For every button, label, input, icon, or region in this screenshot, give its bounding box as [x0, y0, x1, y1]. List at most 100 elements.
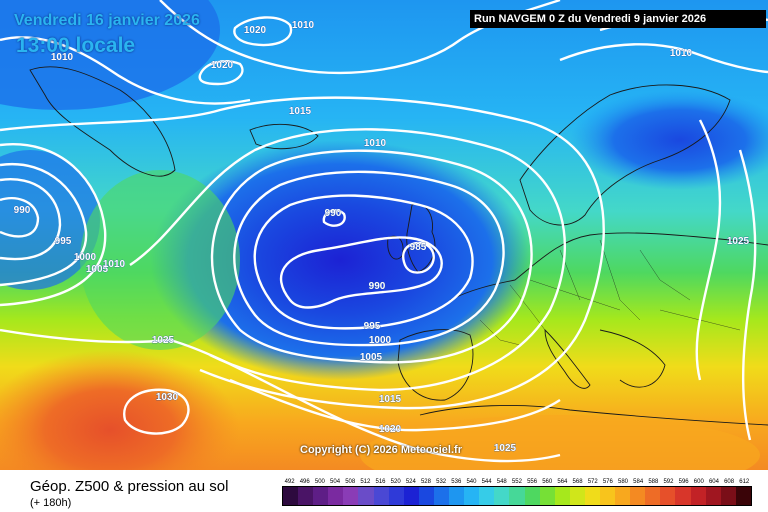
scale-swatch [675, 487, 691, 505]
scale-label: 576 [602, 479, 613, 485]
isobar-label: 1025 [727, 236, 750, 247]
scale-swatch [584, 487, 600, 505]
border-line [639, 249, 691, 301]
isobar-label: 1030 [156, 392, 179, 403]
copyright-notice: Copyright (C) 2026 Meteociel.fr [300, 444, 462, 456]
balkans-coast [599, 329, 666, 388]
isobar-label: 1010 [364, 138, 387, 149]
isobar-label: 1020 [244, 25, 267, 36]
model-run-label: Run NAVGEM 0 Z du Vendredi 9 janvier 202… [470, 10, 766, 28]
iceland-coast [249, 123, 319, 150]
isobar-1010 [129, 128, 567, 392]
geopotential-low-west [0, 150, 100, 290]
isobar-1020-greenland-south [198, 60, 244, 86]
isobar-label: 990 [369, 281, 386, 292]
geopotential-warm-south [360, 415, 760, 470]
isobar-label: 1010 [103, 259, 126, 270]
isobar-label: 995 [364, 321, 381, 332]
isobar-label: 1000 [74, 252, 97, 263]
scale-label: 524 [405, 479, 416, 485]
scale-label: 592 [663, 479, 674, 485]
isobar-1000-west [0, 162, 88, 287]
scale-label: 516 [375, 479, 386, 485]
geopotential-high-azores [0, 350, 240, 470]
scale-swatch [479, 487, 495, 505]
scale-label: 500 [314, 479, 325, 485]
scale-swatch [283, 487, 299, 505]
scale-swatch [615, 487, 631, 505]
isobar-label: 1015 [379, 394, 402, 405]
scale-label: 496 [299, 479, 310, 485]
scale-label: 508 [345, 479, 356, 485]
geopotential-north-trough [0, 0, 220, 110]
isobar-label: 1025 [494, 443, 517, 454]
isobar-label: 985 [410, 242, 427, 253]
scale-label: 596 [678, 479, 689, 485]
scale-swatch [630, 487, 646, 505]
isobar-labels: 1010 1020 1020 1010 1010 1015 1010 990 995 990 985… [13, 20, 750, 455]
isobar-label: 1010 [51, 52, 74, 63]
isobar-1015 [0, 96, 605, 410]
color-scale-bar [282, 486, 752, 506]
forecast-time: 13:00 locale [16, 34, 136, 57]
scale-swatch [509, 487, 525, 505]
scale-swatch [418, 487, 434, 505]
scale-swatch [660, 487, 676, 505]
border-line [529, 279, 621, 311]
isobar-1005-west [0, 143, 107, 307]
scale-label: 552 [511, 479, 522, 485]
scale-swatch [388, 487, 404, 505]
isobar-label: 1020 [211, 60, 234, 71]
scale-label: 544 [481, 479, 492, 485]
isobar-label: 995 [55, 236, 72, 247]
isobar-1030 [123, 388, 190, 435]
isobar-990-center [322, 209, 346, 227]
scale-label: 608 [724, 479, 735, 485]
border-line [479, 319, 521, 346]
scale-swatch [358, 487, 374, 505]
scale-swatch [599, 487, 616, 505]
isobar-1010-ne [559, 43, 768, 74]
scale-swatch [539, 487, 555, 505]
scale-label: 612 [739, 479, 750, 485]
scale-swatch [494, 487, 510, 505]
scale-label: 540 [466, 479, 477, 485]
color-scale-labels: 492 496 500 504 508 512 516 520 524 528 532 536 540 5… [282, 478, 752, 486]
color-scale: 492 496 500 504 508 512 516 520 524 528 532 536 540 5… [282, 478, 752, 506]
isobar-label: 1005 [360, 352, 383, 363]
scale-swatch [403, 487, 419, 505]
forecast-date: Vendredi 16 janvier 2026 [14, 12, 200, 29]
north-africa-coast [419, 404, 768, 426]
isobar-1020-east [695, 119, 722, 381]
scandinavia-coast [519, 84, 731, 226]
isobar-label: 1025 [152, 335, 175, 346]
scale-label: 548 [496, 479, 507, 485]
isobar-995 [253, 194, 474, 330]
scale-label: 560 [542, 479, 553, 485]
scale-swatch [524, 487, 540, 505]
scale-swatch [645, 487, 661, 505]
isobar-label: 1020 [379, 424, 402, 435]
isobar-1005 [210, 149, 533, 364]
scale-label: 600 [693, 479, 704, 485]
scale-label: 556 [527, 479, 538, 485]
isobar-label: 1000 [369, 335, 392, 346]
isobar-label: 1015 [289, 106, 312, 117]
geopotential-low-atlantic [150, 140, 530, 380]
scale-swatch [554, 487, 570, 505]
scale-label: 564 [557, 479, 568, 485]
scale-label: 604 [708, 479, 719, 485]
scale-swatch [569, 487, 585, 505]
scale-swatch [720, 487, 736, 505]
scale-swatch [690, 487, 706, 505]
geopotential-low-scandinavia [570, 90, 768, 190]
iberia-coast [397, 329, 474, 401]
isobar-label: 1005 [86, 264, 109, 275]
legend-title: Géop. Z500 & pression au sol [30, 478, 229, 495]
isobar-1025-east [738, 149, 757, 441]
scale-label: 572 [587, 479, 598, 485]
scale-swatch [449, 487, 465, 505]
isobar-label: 1010 [670, 48, 693, 59]
geopotential-ridge-midatlantic [80, 170, 240, 350]
